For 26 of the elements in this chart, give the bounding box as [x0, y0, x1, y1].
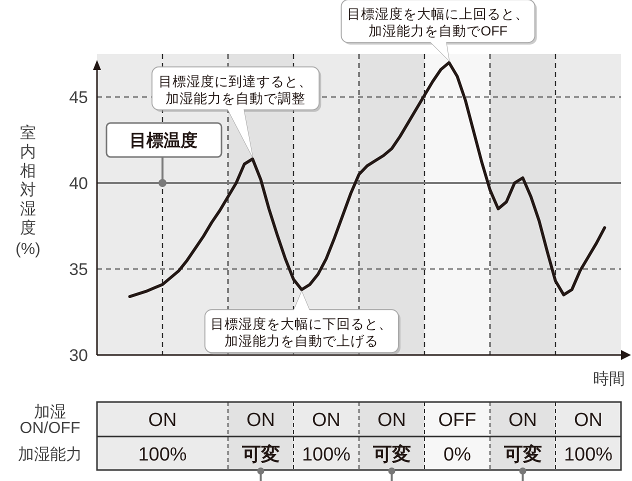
text: ON	[378, 410, 406, 431]
category-label: 加湿能力	[18, 446, 82, 464]
x-axis-title: 時間	[593, 370, 625, 388]
text: 100%	[302, 444, 351, 466]
text: 可変	[242, 444, 280, 466]
text: ON	[508, 410, 537, 431]
y-axis-title: 室内相対湿度 (%)	[16, 124, 40, 258]
text: ON	[312, 410, 340, 431]
text: OFF	[438, 410, 476, 431]
category-label: 加湿 ON/OFF	[20, 404, 80, 437]
annotation: 目標湿度を大幅に下回ると、加湿能力を自動で上げる	[210, 316, 393, 349]
text: 0%	[444, 444, 471, 466]
y-tick-label: 40	[69, 174, 88, 193]
y-tick-label: 45	[69, 88, 88, 107]
text: 100%	[138, 444, 187, 466]
text: 100%	[564, 444, 613, 466]
ref-line-label: 目標温度	[130, 131, 198, 150]
text: ON	[148, 410, 177, 431]
text: ON	[574, 410, 602, 431]
annotation: 目標湿度に到達すると、加湿能力を自動で調整	[158, 74, 313, 106]
text: 目標湿度を大幅に上回ると、加湿能力を自動でOFF	[347, 6, 530, 39]
text: 可変	[504, 444, 542, 466]
y-tick-label: 30	[69, 346, 88, 365]
text: 可変	[372, 444, 411, 466]
text: ON	[246, 410, 275, 431]
y-tick-label: 35	[69, 260, 88, 279]
